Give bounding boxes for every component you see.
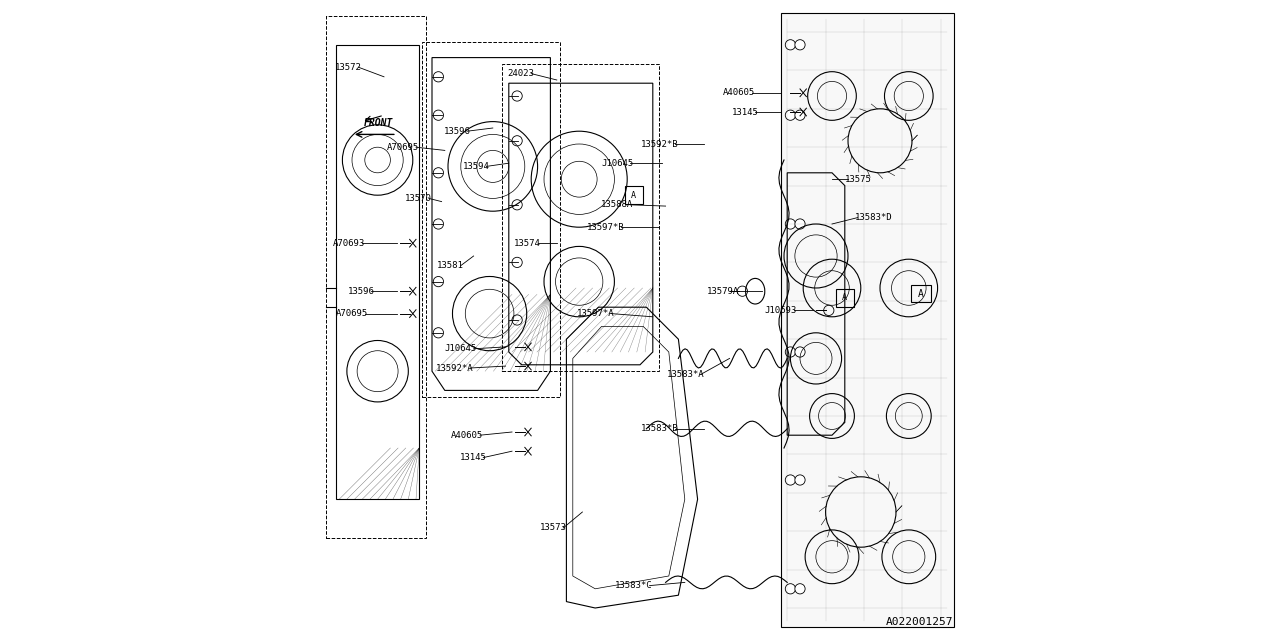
Text: J10645: J10645	[444, 344, 477, 353]
Text: 13570: 13570	[406, 194, 433, 203]
Text: 13583*C: 13583*C	[616, 581, 653, 590]
Circle shape	[795, 584, 805, 594]
Text: 13588A: 13588A	[602, 200, 634, 209]
Text: A: A	[842, 293, 847, 302]
Circle shape	[786, 110, 796, 120]
Text: A70693: A70693	[333, 239, 365, 248]
Text: 13592*A: 13592*A	[436, 364, 474, 372]
Circle shape	[795, 347, 805, 357]
Text: 13145: 13145	[460, 453, 486, 462]
Text: 13572: 13572	[335, 63, 362, 72]
Text: A022001257: A022001257	[886, 617, 954, 627]
Circle shape	[786, 219, 796, 229]
Text: J10693: J10693	[764, 306, 796, 315]
Text: 13596: 13596	[444, 127, 471, 136]
Text: 13145: 13145	[732, 108, 759, 116]
Circle shape	[786, 584, 796, 594]
Text: 13579A: 13579A	[707, 287, 740, 296]
Circle shape	[795, 219, 805, 229]
Text: 13581: 13581	[438, 261, 465, 270]
Text: A: A	[918, 289, 924, 299]
Polygon shape	[781, 13, 954, 627]
Text: 13583*B: 13583*B	[641, 424, 678, 433]
Circle shape	[795, 475, 805, 485]
Text: 13592*B: 13592*B	[641, 140, 678, 148]
Circle shape	[786, 475, 796, 485]
Text: 13575: 13575	[845, 175, 872, 184]
Text: 13583*D: 13583*D	[855, 213, 892, 222]
Text: 13583*A: 13583*A	[667, 370, 704, 379]
Text: A70695: A70695	[335, 309, 369, 318]
Circle shape	[795, 40, 805, 50]
Circle shape	[786, 40, 796, 50]
Text: 13596: 13596	[348, 287, 374, 296]
Text: J10645: J10645	[602, 159, 634, 168]
Circle shape	[795, 110, 805, 120]
Text: 13573: 13573	[540, 524, 566, 532]
Circle shape	[786, 347, 796, 357]
Text: A40605: A40605	[723, 88, 755, 97]
Text: 24023: 24023	[508, 69, 535, 78]
Text: A70695: A70695	[387, 143, 420, 152]
Text: 13594: 13594	[463, 162, 490, 171]
Text: FRONT: FRONT	[365, 118, 394, 128]
Text: 13597*A: 13597*A	[577, 309, 614, 318]
Text: 13574: 13574	[515, 239, 540, 248]
Text: A: A	[631, 191, 636, 200]
Text: A40605: A40605	[451, 431, 484, 440]
Text: 13597*B: 13597*B	[586, 223, 625, 232]
